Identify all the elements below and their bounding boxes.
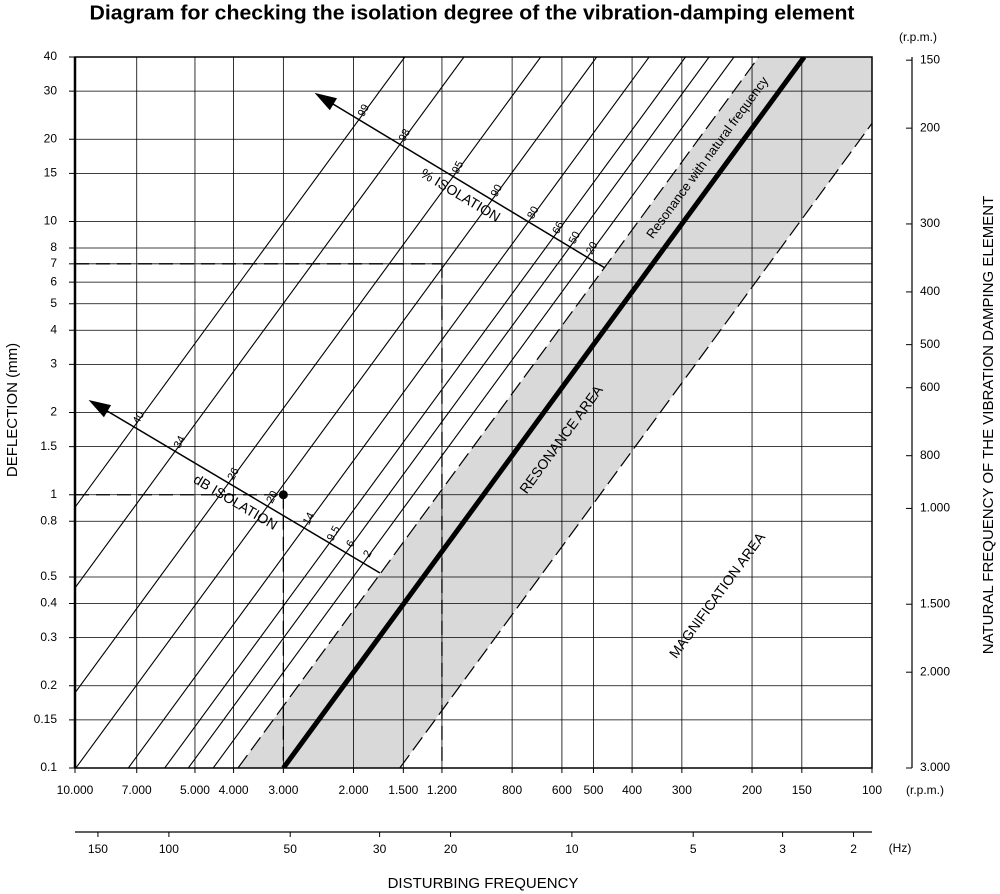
isolation-line [187, 57, 710, 768]
scale-label: 34 [172, 434, 188, 450]
isolation-line [75, 57, 406, 509]
isolation-line [75, 57, 598, 768]
y-tick-label: 4 [50, 322, 57, 336]
scale-label: 95 [450, 159, 466, 175]
y-tick-label: 0.3 [40, 630, 57, 644]
x-tick-label: 200 [742, 783, 762, 797]
y2-tick-label: 600 [920, 380, 940, 394]
isolation-line [164, 57, 686, 768]
y2-tick-label: 200 [920, 120, 940, 134]
y2-tick-label: 800 [920, 448, 940, 462]
x-tick-label: 3.000 [268, 783, 298, 797]
y-tick-label: 5 [50, 296, 57, 310]
isolation-line [75, 57, 542, 694]
y-tick-label: 1 [50, 487, 57, 501]
x-tick-label: 150 [792, 783, 812, 797]
band-edge [399, 122, 872, 768]
scale-label: 20 [264, 489, 280, 505]
x2-tick-label: 150 [88, 842, 108, 856]
chart-title: Diagram for checking the isolation degre… [90, 2, 855, 24]
x-tick-label: 500 [583, 783, 603, 797]
x2-tick-label: 10 [565, 842, 579, 856]
y2-tick-label: 1.500 [920, 596, 950, 610]
plot-area [75, 57, 872, 768]
area-label: MAGNIFICATION AREA [666, 529, 769, 661]
isolation-line [212, 57, 735, 768]
y2-unit: (r.p.m.) [899, 30, 937, 44]
y-tick-label: 8 [50, 240, 57, 254]
x-tick-label: 5.000 [180, 783, 210, 797]
y2-tick-label: 1.000 [920, 501, 950, 515]
arrow-head [88, 399, 112, 418]
scale-label: 40 [131, 410, 147, 426]
x-tick-label: 4.000 [219, 783, 249, 797]
x-tick-label: 10.000 [57, 783, 94, 797]
scale-label: 26 [225, 466, 241, 482]
y-axis-label: DEFLECTION (mm) [4, 343, 21, 477]
scale-label: 80 [525, 205, 541, 221]
y-tick-label: 0.1 [40, 760, 57, 774]
x2-tick-label: 2 [850, 842, 857, 856]
scale-label: 2 [361, 548, 374, 559]
y2-tick-label: 3.000 [920, 760, 950, 774]
x2-tick-label: 3 [779, 842, 786, 856]
y-tick-label: 10 [44, 214, 58, 228]
scale-label: 6 [344, 538, 357, 549]
x2-tick-label: 5 [690, 842, 697, 856]
y-tick-label: 30 [44, 83, 58, 97]
y-tick-label: 0.5 [40, 569, 57, 583]
scale-line [317, 94, 606, 269]
isolation-line [127, 57, 650, 768]
y-tick-label: 0.4 [40, 596, 57, 610]
x-unit: (r.p.m.) [906, 783, 944, 797]
scale-label: 99 [356, 102, 372, 118]
y2-tick-label: 150 [920, 52, 940, 66]
y-tick-label: 40 [44, 49, 58, 63]
y-tick-label: 1.5 [40, 439, 57, 453]
y-tick-label: 0.2 [40, 678, 57, 692]
y2-axis-label: NATURAL FREQUENCY OF THE VIBRATION DAMPI… [980, 196, 997, 654]
y2-tick-label: 500 [920, 337, 940, 351]
x-tick-label: 800 [502, 783, 522, 797]
x2-unit: (Hz) [889, 841, 912, 855]
x-tick-label: 400 [622, 783, 642, 797]
arrow-head [314, 92, 338, 111]
scale-label: 20 [584, 240, 600, 256]
isolation-line [75, 57, 465, 589]
y-tick-label: 2 [50, 405, 57, 419]
x-tick-label: 1.500 [388, 783, 418, 797]
x-tick-label: 7.000 [122, 783, 152, 797]
y-tick-label: 20 [44, 131, 58, 145]
y2-tick-label: 400 [920, 284, 940, 298]
x-axis-label: DISTURBING FREQUENCY [388, 875, 579, 892]
resonance-line [281, 57, 807, 768]
y-tick-label: 15 [44, 166, 58, 180]
x2-tick-label: 20 [444, 842, 458, 856]
scale-label: 90 [489, 183, 505, 199]
x-tick-label: 1.200 [427, 783, 457, 797]
y-tick-label: 6 [50, 274, 57, 288]
y2-tick-label: 2.000 [920, 664, 950, 678]
y-tick-label: 0.15 [34, 712, 58, 726]
x-tick-label: 600 [552, 783, 572, 797]
scale-label: 98 [397, 127, 413, 143]
scale-label: 14 [301, 511, 317, 527]
x-tick-label: 300 [672, 783, 692, 797]
y2-tick-label: 300 [920, 216, 940, 230]
x-tick-label: 2.000 [339, 783, 369, 797]
y-tick-label: 3 [50, 357, 57, 371]
y-tick-label: 0.8 [40, 513, 57, 527]
x-tick-label: 100 [862, 783, 882, 797]
x2-tick-label: 50 [284, 842, 298, 856]
scale-label: 50 [567, 230, 583, 246]
x2-tick-label: 100 [159, 842, 179, 856]
scale-label: 9.5 [325, 524, 343, 543]
scale-label: 66 [550, 220, 566, 236]
x2-tick-label: 30 [373, 842, 387, 856]
band-edge [237, 57, 760, 768]
scale-line [91, 401, 381, 574]
y-tick-label: 7 [50, 256, 57, 270]
example-point [278, 490, 288, 500]
